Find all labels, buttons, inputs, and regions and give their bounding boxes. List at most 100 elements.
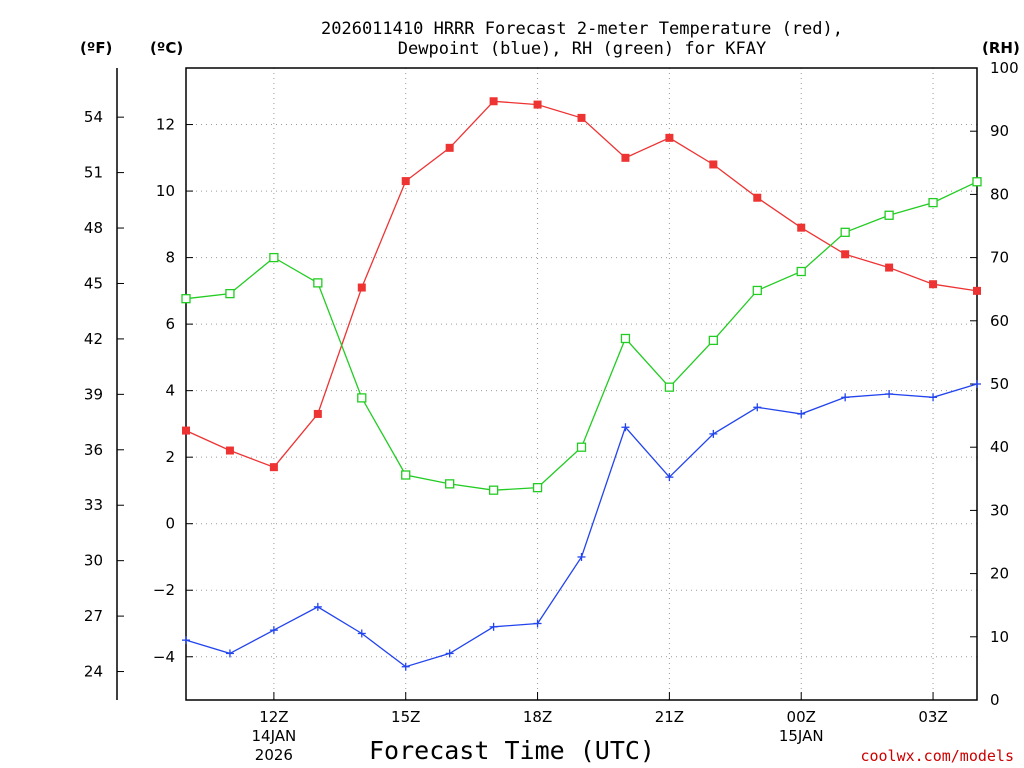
left-unit-celsius: (ºC) (150, 39, 183, 57)
temperature-point (401, 177, 410, 186)
rh-tick-label: 70 (990, 249, 1009, 267)
rh-point (181, 294, 191, 304)
celsius-tick-label: 0 (165, 515, 175, 533)
celsius-tick-label: 6 (165, 315, 175, 333)
fahrenheit-tick-label: 24 (84, 663, 103, 681)
rh-tick-label: 0 (990, 691, 1000, 709)
dewpoint-point (929, 393, 938, 402)
rh-tick-label: 50 (990, 375, 1009, 393)
dewpoint-point (797, 409, 806, 418)
fahrenheit-tick-label: 51 (84, 164, 103, 182)
temperature-point (929, 280, 938, 289)
rh-point (357, 393, 367, 403)
celsius-tick-label: 2 (165, 448, 175, 466)
rh-tick-label: 30 (990, 501, 1009, 519)
dewpoint-point (577, 552, 586, 561)
time-tick-label: 03Z (918, 708, 947, 726)
rh-point (269, 252, 279, 263)
plot-frame (185, 67, 978, 701)
temperature-point (797, 223, 806, 232)
fahrenheit-tick-label: 30 (84, 552, 103, 570)
dewpoint-point (753, 403, 762, 412)
rh-series (181, 177, 982, 495)
dewpoint-point (489, 622, 498, 631)
dewpoint-point (225, 649, 234, 658)
rh-tick-label: 60 (990, 312, 1009, 330)
rh-point (620, 333, 631, 344)
rh-point (488, 485, 499, 495)
chart-title-line2: Dewpoint (blue), RH (green) for KFAY (398, 39, 766, 59)
rh-point (532, 482, 543, 493)
time-tick-label: 00Z (787, 708, 816, 726)
rh-tick-label: 20 (990, 565, 1009, 583)
dewpoint-point (313, 602, 322, 611)
temperature-point (577, 113, 586, 122)
dewpoint-point (445, 649, 454, 658)
time-tick-date: 15JAN (779, 727, 824, 745)
fahrenheit-tick-label: 39 (84, 385, 103, 403)
x-axis-label: Forecast Time (UTC) (369, 736, 655, 765)
right-unit-rh: (RH) (982, 39, 1020, 57)
rh-tick-label: 40 (990, 438, 1009, 456)
rh-point (445, 479, 455, 489)
rh-point (884, 210, 894, 220)
dewpoint-point (401, 662, 410, 671)
dewpoint-line (185, 383, 978, 668)
rh-tick-label: 90 (990, 122, 1009, 140)
time-tick-year: 2026 (255, 746, 293, 764)
fahrenheit-tick-label: 27 (84, 607, 103, 625)
celsius-axis: −4 −2 0 2 4 6 8 10 12 (153, 116, 193, 666)
celsius-tick-label: −2 (153, 581, 175, 599)
time-tick-date: 14JAN (252, 727, 297, 745)
temperature-point (841, 250, 850, 259)
rh-point (225, 288, 235, 299)
rh-point (972, 177, 982, 187)
rh-point (664, 382, 675, 392)
celsius-tick-label: 12 (156, 116, 175, 134)
temperature-line (185, 100, 978, 468)
celsius-tick-label: −4 (153, 648, 175, 666)
dewpoint-series (182, 380, 981, 671)
rh-point (752, 285, 762, 296)
fahrenheit-tick-label: 33 (84, 496, 103, 514)
temperature-point (885, 263, 894, 272)
temperature-point (973, 286, 981, 295)
dewpoint-point (973, 380, 981, 388)
temperature-point (445, 143, 454, 152)
rh-point (840, 227, 850, 237)
temperature-point (357, 283, 366, 292)
time-tick-label: 12Z (259, 708, 288, 726)
fahrenheit-tick-label: 45 (84, 274, 103, 292)
rh-point (576, 442, 587, 452)
rh-point (313, 278, 323, 288)
fahrenheit-tick-label: 42 (84, 330, 103, 348)
rh-point (708, 335, 718, 346)
temperature-point (182, 426, 190, 435)
dewpoint-point (709, 429, 718, 438)
left-unit-fahrenheit: (ºF) (80, 39, 112, 57)
time-tick-label: 18Z (523, 708, 552, 726)
rh-point (928, 197, 938, 208)
rh-tick-label: 80 (990, 185, 1009, 203)
dewpoint-point (533, 619, 542, 628)
temperature-point (489, 97, 498, 106)
dewpoint-point (357, 629, 366, 638)
temperature-point (709, 160, 718, 169)
dewpoint-point (841, 393, 850, 402)
time-tick-label: 21Z (655, 708, 684, 726)
temperature-point (269, 463, 278, 472)
rh-tick-label: 100 (990, 59, 1019, 77)
temperature-point (533, 100, 542, 109)
temperature-point (753, 193, 762, 202)
dewpoint-point (182, 636, 190, 645)
rh-axis: 0 10 20 30 40 50 60 70 80 90 100 (970, 59, 1019, 709)
dewpoint-point (621, 423, 630, 432)
rh-point (796, 266, 806, 277)
fahrenheit-tick-label: 54 (84, 108, 103, 126)
temperature-series (182, 97, 981, 472)
time-tick-label: 15Z (391, 708, 420, 726)
rh-point (401, 470, 411, 480)
rh-tick-label: 10 (990, 628, 1009, 646)
